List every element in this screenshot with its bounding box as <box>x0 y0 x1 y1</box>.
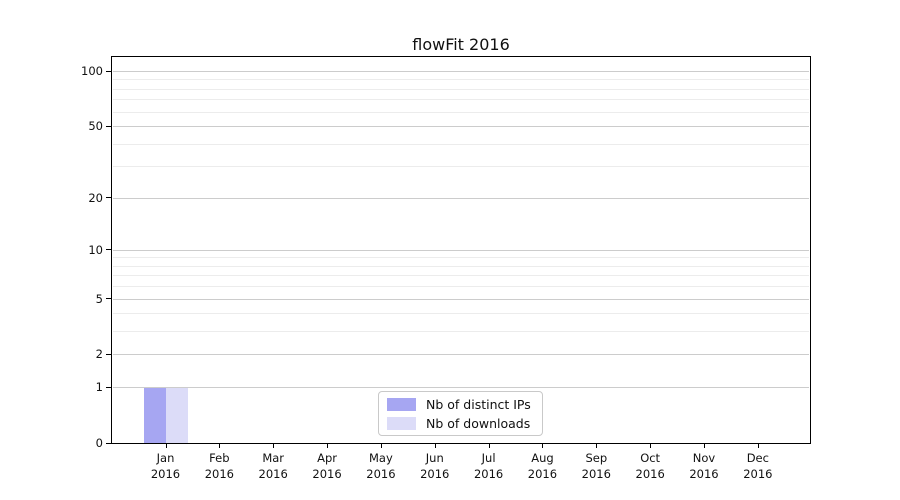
legend-label-distinct-ips: Nb of distinct IPs <box>426 396 531 412</box>
y-tick <box>106 442 112 444</box>
x-tick <box>596 443 598 448</box>
x-tick <box>165 443 167 448</box>
gridline-minor <box>113 275 809 277</box>
x-tick <box>434 443 436 448</box>
x-tick-label: May 2016 <box>366 451 396 481</box>
x-tick-label: Mar 2016 <box>258 451 288 481</box>
gridline-major <box>113 354 809 356</box>
y-tick <box>106 386 112 388</box>
x-tick <box>650 443 652 448</box>
x-tick-label: Nov 2016 <box>689 451 719 481</box>
legend-swatch-downloads <box>387 416 416 430</box>
x-tick <box>219 443 221 448</box>
gridline-major <box>113 197 809 199</box>
gridline-minor <box>113 79 809 81</box>
gridline-major <box>113 249 809 251</box>
x-tick-label: Jun 2016 <box>420 451 450 481</box>
y-tick-label: 0 <box>95 436 103 450</box>
gridline-minor <box>113 313 809 315</box>
x-tick-label: Jul 2016 <box>473 451 504 481</box>
x-tick <box>704 443 705 448</box>
x-tick-label: Apr 2016 <box>312 451 342 481</box>
y-tick-label: 5 <box>95 291 103 306</box>
gridline-minor <box>113 265 809 267</box>
x-tick <box>757 443 759 448</box>
legend-item-distinct-ips: Nb of distinct IPs <box>387 397 534 412</box>
legend-item-downloads: Nb of downloads <box>387 416 534 431</box>
gridline-major <box>113 71 809 72</box>
x-tick-label: Jan 2016 <box>150 451 181 481</box>
y-tick-label: 10 <box>88 242 103 257</box>
y-tick <box>106 197 112 199</box>
x-tick-label: Oct 2016 <box>635 451 665 481</box>
gridline-minor <box>113 143 809 145</box>
legend-label-downloads: Nb of downloads <box>426 415 531 431</box>
gridline-minor <box>113 331 809 333</box>
chart-title: flowFit 2016 <box>412 35 510 54</box>
gridline-minor <box>113 99 809 101</box>
gridline-major <box>113 126 809 128</box>
y-tick <box>106 70 112 72</box>
y-tick-label: 1 <box>95 380 103 395</box>
bar-distinct-ips <box>143 387 166 443</box>
gridline-minor <box>113 166 809 168</box>
x-tick <box>273 443 275 448</box>
gridline-minor <box>113 286 809 288</box>
y-tick-label: 100 <box>81 64 103 78</box>
gridline-minor <box>113 257 809 259</box>
x-tick <box>488 443 490 448</box>
x-tick <box>327 443 329 448</box>
gridline-major <box>113 298 809 300</box>
y-tick-label: 20 <box>88 190 103 205</box>
gridline-major <box>113 387 809 389</box>
x-tick <box>380 443 382 448</box>
y-tick <box>106 249 112 251</box>
x-tick-label: Aug 2016 <box>527 451 558 481</box>
y-tick <box>106 125 112 127</box>
y-tick-label: 50 <box>88 119 103 134</box>
x-tick-label: Feb 2016 <box>204 451 234 481</box>
gridline-minor <box>113 111 809 113</box>
y-tick <box>106 353 112 355</box>
x-tick-label: Sep 2016 <box>581 451 611 481</box>
x-tick-label: Dec 2016 <box>743 451 773 481</box>
legend: Nb of distinct IPs Nb of downloads <box>378 391 543 436</box>
y-tick <box>106 298 112 300</box>
x-tick <box>542 443 544 448</box>
legend-swatch-distinct-ips <box>387 397 416 411</box>
y-tick-label: 2 <box>95 347 103 362</box>
bar-downloads <box>165 387 188 443</box>
gridline-minor <box>113 88 809 90</box>
